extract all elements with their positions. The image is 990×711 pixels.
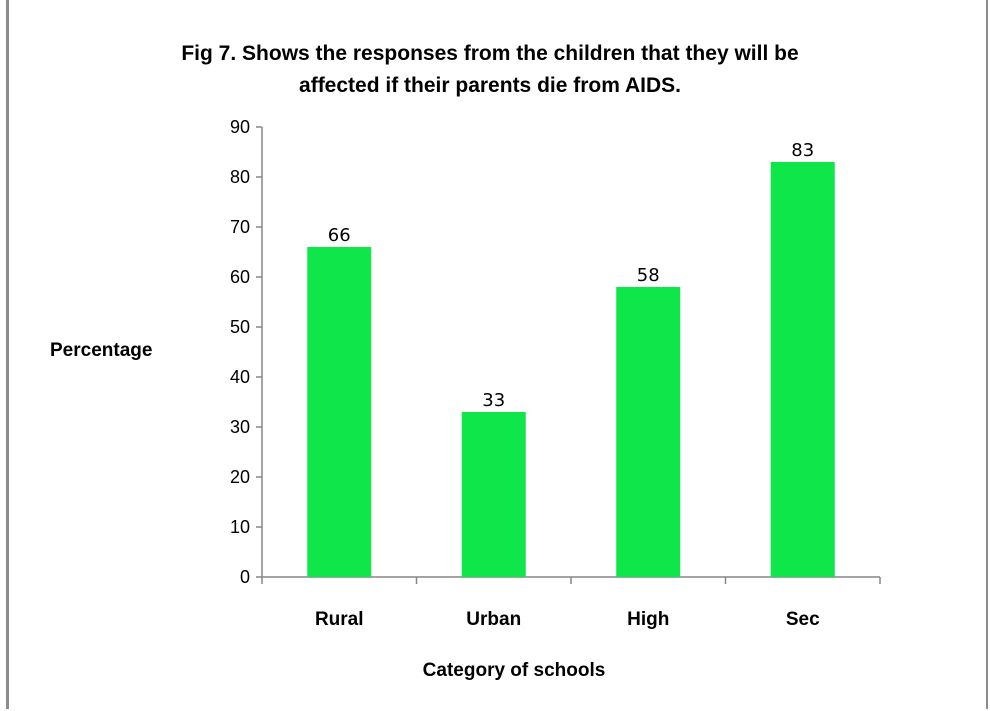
y-tick-label: 20 [230,467,250,487]
data-label: 83 [791,140,814,161]
chart-title: Fig 7. Shows the responses from the chil… [120,38,860,102]
x-tick-label: Sec [786,609,820,630]
data-label: 58 [637,265,660,286]
bar [461,412,526,577]
y-tick-label: 70 [230,217,250,237]
y-tick-label: 80 [230,167,250,187]
x-tick-label: Rural [315,609,364,630]
y-tick-label: 30 [230,417,250,437]
x-tick-label: High [627,609,669,630]
y-tick-label: 10 [230,517,250,537]
chart-title-line-1: Fig 7. Shows the responses from the chil… [181,42,799,65]
y-tick-label: 0 [240,567,250,587]
data-label: 66 [328,225,351,246]
chart-title-line-2: affected if their parents die from AIDS. [299,74,681,97]
y-tick-label: 60 [230,267,250,287]
bar [307,247,372,577]
x-axis-label: Category of schools [422,660,606,681]
bar [616,287,681,577]
data-label: 33 [482,390,505,411]
y-tick-label: 50 [230,317,250,337]
y-axis-label: Percentage [50,340,153,361]
bar [770,162,835,577]
x-tick-label: Urban [466,609,521,630]
y-tick-label: 90 [230,117,250,137]
y-tick-label: 40 [230,367,250,387]
